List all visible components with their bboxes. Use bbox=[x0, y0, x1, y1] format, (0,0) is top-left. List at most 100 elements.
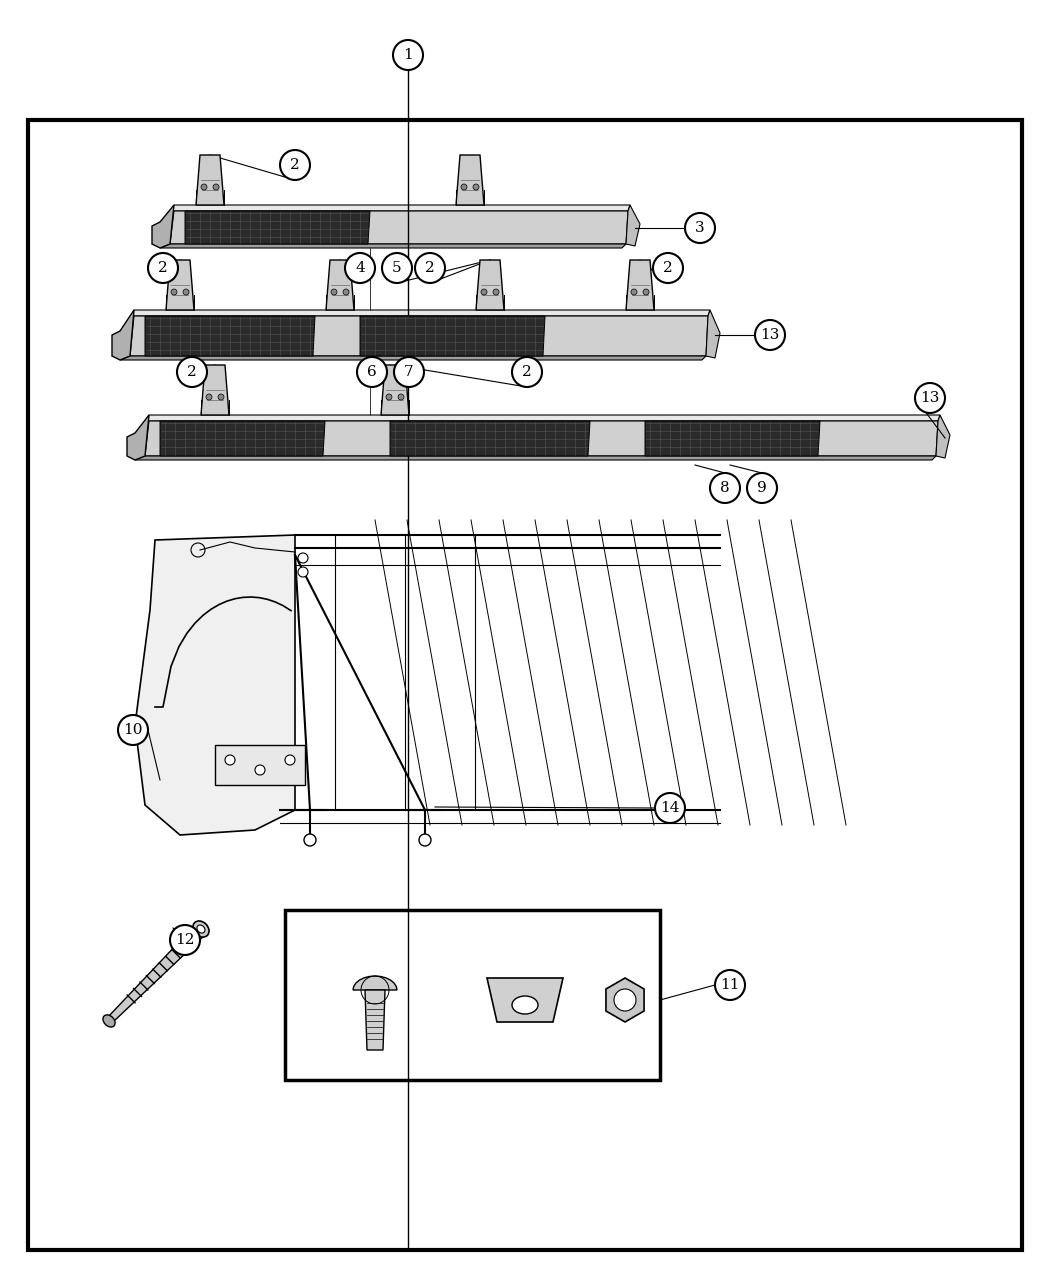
Polygon shape bbox=[120, 356, 706, 360]
Polygon shape bbox=[487, 978, 563, 1023]
Polygon shape bbox=[160, 421, 326, 456]
Text: 14: 14 bbox=[660, 801, 679, 815]
Polygon shape bbox=[360, 316, 545, 356]
Circle shape bbox=[472, 184, 479, 190]
Text: 10: 10 bbox=[123, 723, 143, 737]
Circle shape bbox=[512, 357, 542, 388]
Circle shape bbox=[614, 989, 636, 1011]
Polygon shape bbox=[135, 536, 295, 835]
Polygon shape bbox=[456, 156, 484, 205]
Circle shape bbox=[394, 357, 424, 388]
Circle shape bbox=[382, 252, 412, 283]
Circle shape bbox=[345, 252, 375, 283]
Circle shape bbox=[201, 184, 207, 190]
Polygon shape bbox=[106, 924, 206, 1024]
Polygon shape bbox=[706, 310, 720, 358]
Polygon shape bbox=[127, 414, 149, 460]
Circle shape bbox=[206, 394, 212, 400]
Circle shape bbox=[118, 715, 148, 745]
Circle shape bbox=[148, 252, 178, 283]
Ellipse shape bbox=[197, 924, 205, 933]
Circle shape bbox=[218, 394, 224, 400]
Polygon shape bbox=[390, 421, 590, 456]
Circle shape bbox=[481, 289, 487, 295]
Text: 5: 5 bbox=[393, 261, 402, 275]
Circle shape bbox=[170, 924, 200, 955]
Circle shape bbox=[494, 289, 499, 295]
Text: 13: 13 bbox=[920, 391, 940, 405]
Circle shape bbox=[715, 970, 746, 1000]
Circle shape bbox=[298, 567, 308, 578]
Text: 2: 2 bbox=[187, 365, 197, 379]
Text: 2: 2 bbox=[290, 158, 300, 172]
Polygon shape bbox=[626, 260, 654, 310]
Polygon shape bbox=[936, 414, 950, 458]
Circle shape bbox=[398, 394, 404, 400]
Circle shape bbox=[631, 289, 637, 295]
Circle shape bbox=[655, 793, 685, 822]
Bar bbox=[285, 910, 660, 1080]
Circle shape bbox=[171, 289, 177, 295]
Ellipse shape bbox=[103, 1015, 116, 1028]
Circle shape bbox=[280, 150, 310, 180]
Polygon shape bbox=[185, 210, 370, 244]
Text: 13: 13 bbox=[760, 328, 780, 342]
Polygon shape bbox=[145, 421, 938, 456]
Polygon shape bbox=[160, 244, 626, 249]
Circle shape bbox=[343, 289, 349, 295]
Polygon shape bbox=[135, 456, 936, 460]
Polygon shape bbox=[152, 205, 174, 249]
Circle shape bbox=[386, 394, 392, 400]
Ellipse shape bbox=[193, 921, 209, 937]
Ellipse shape bbox=[512, 996, 538, 1014]
Polygon shape bbox=[145, 316, 315, 356]
Polygon shape bbox=[645, 421, 820, 456]
Circle shape bbox=[298, 553, 308, 564]
Polygon shape bbox=[147, 414, 940, 421]
Circle shape bbox=[331, 289, 337, 295]
Polygon shape bbox=[365, 989, 385, 1051]
Polygon shape bbox=[476, 260, 504, 310]
Circle shape bbox=[285, 755, 295, 765]
Polygon shape bbox=[326, 260, 354, 310]
Text: 1: 1 bbox=[403, 48, 413, 62]
Circle shape bbox=[685, 213, 715, 244]
Text: 2: 2 bbox=[522, 365, 532, 379]
Circle shape bbox=[304, 834, 316, 847]
Polygon shape bbox=[381, 365, 410, 414]
Circle shape bbox=[710, 473, 740, 504]
Text: 4: 4 bbox=[355, 261, 365, 275]
Circle shape bbox=[915, 382, 945, 413]
Polygon shape bbox=[130, 316, 708, 356]
Polygon shape bbox=[132, 310, 710, 316]
Text: 3: 3 bbox=[695, 221, 705, 235]
Text: 2: 2 bbox=[159, 261, 168, 275]
Text: 7: 7 bbox=[404, 365, 414, 379]
Text: 2: 2 bbox=[425, 261, 435, 275]
Polygon shape bbox=[112, 310, 134, 360]
Circle shape bbox=[177, 357, 207, 388]
Polygon shape bbox=[201, 365, 229, 414]
Polygon shape bbox=[606, 978, 644, 1023]
Circle shape bbox=[415, 252, 445, 283]
Circle shape bbox=[653, 252, 682, 283]
Polygon shape bbox=[353, 975, 397, 989]
Text: 9: 9 bbox=[757, 481, 766, 495]
Circle shape bbox=[255, 765, 265, 775]
Text: 11: 11 bbox=[720, 978, 740, 992]
Circle shape bbox=[461, 184, 467, 190]
Circle shape bbox=[643, 289, 649, 295]
Text: 12: 12 bbox=[175, 933, 194, 947]
Bar bbox=[28, 120, 1022, 1250]
Circle shape bbox=[183, 289, 189, 295]
Circle shape bbox=[393, 40, 423, 70]
Polygon shape bbox=[215, 745, 304, 785]
Circle shape bbox=[213, 184, 219, 190]
Circle shape bbox=[419, 834, 430, 847]
Circle shape bbox=[747, 473, 777, 504]
Circle shape bbox=[755, 320, 785, 351]
Polygon shape bbox=[170, 210, 628, 244]
Circle shape bbox=[225, 755, 235, 765]
Text: 2: 2 bbox=[664, 261, 673, 275]
Text: 8: 8 bbox=[720, 481, 730, 495]
